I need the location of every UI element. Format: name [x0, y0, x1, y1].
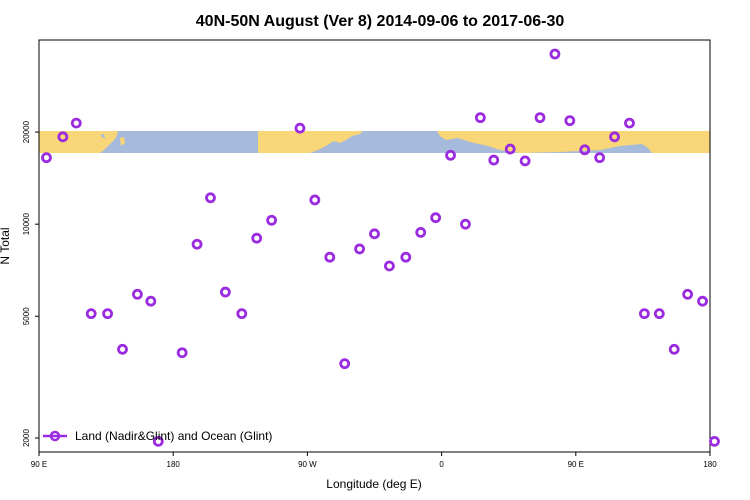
- data-point: [57, 131, 69, 143]
- data-point: [445, 149, 456, 161]
- data-point: [668, 343, 680, 355]
- data-point: [682, 288, 694, 300]
- data-point: [85, 308, 97, 320]
- data-point: [653, 308, 665, 320]
- data-point: [251, 232, 263, 244]
- data-point: [339, 358, 351, 370]
- data-point: [294, 122, 306, 134]
- plot-frame: [38, 39, 711, 453]
- data-point: [460, 218, 471, 230]
- legend-label: Land (Nadir&Glint) and Ocean (Glint): [75, 429, 272, 443]
- chart-title: 40N-50N August (Ver 8) 2014-09-06 to 201…: [196, 13, 565, 30]
- x-axis-label: Longitude (deg E): [326, 477, 421, 491]
- data-point: [266, 214, 278, 226]
- data-point: [70, 117, 82, 129]
- data-point: [609, 131, 620, 143]
- land-north-america: [258, 131, 363, 153]
- data-point: [354, 243, 365, 255]
- y-axis: 2000 5000 10000 20000: [22, 120, 39, 447]
- legend: Land (Nadir&Glint) and Ocean (Glint): [43, 429, 272, 443]
- data-point: [579, 144, 591, 156]
- y-tick-label: 2000: [22, 429, 31, 447]
- data-point: [430, 212, 442, 224]
- data-point: [236, 308, 248, 320]
- land-japan: [120, 137, 125, 146]
- data-point: [534, 112, 546, 124]
- sea-inlet: [100, 134, 105, 139]
- data-point: [709, 435, 720, 447]
- data-point: [176, 347, 188, 359]
- x-tick-label: 90 E: [568, 460, 584, 469]
- data-points: [41, 48, 720, 447]
- data-point: [132, 288, 143, 300]
- x-tick-label: 0: [439, 460, 444, 469]
- data-point: [369, 228, 380, 240]
- data-point: [488, 154, 500, 166]
- land-japan-right: [655, 136, 660, 145]
- data-point: [219, 286, 231, 298]
- data-point: [549, 48, 561, 60]
- data-point: [474, 112, 486, 124]
- x-tick-label: 180: [703, 460, 717, 469]
- y-axis-label: N Total: [0, 227, 12, 264]
- data-point: [152, 435, 164, 447]
- data-point: [205, 192, 216, 204]
- y-tick-label: 10000: [22, 213, 31, 236]
- data-point: [594, 152, 606, 164]
- legend-marker: [49, 430, 61, 442]
- y-tick-label: 5000: [22, 307, 31, 325]
- x-tick-label: 180: [167, 460, 181, 469]
- x-tick-label: 90 W: [298, 460, 317, 469]
- x-tick-label: 90 E: [31, 460, 47, 469]
- data-point: [145, 295, 157, 307]
- data-point: [117, 343, 128, 355]
- data-point: [504, 143, 516, 155]
- data-point: [324, 251, 336, 263]
- world-map-strip: [39, 131, 710, 153]
- data-point: [638, 308, 650, 320]
- x-axis: 90 E 180 90 W 0 90 E 180: [31, 452, 717, 469]
- data-point: [697, 295, 708, 307]
- data-point: [41, 152, 52, 164]
- data-point: [102, 308, 113, 320]
- data-point: [519, 155, 531, 167]
- data-point: [624, 117, 635, 129]
- data-point: [564, 115, 576, 127]
- data-point: [400, 251, 412, 263]
- data-point: [309, 194, 321, 206]
- y-tick-label: 20000: [22, 120, 31, 143]
- data-point: [191, 238, 203, 250]
- data-point: [384, 260, 395, 272]
- data-point: [415, 226, 427, 238]
